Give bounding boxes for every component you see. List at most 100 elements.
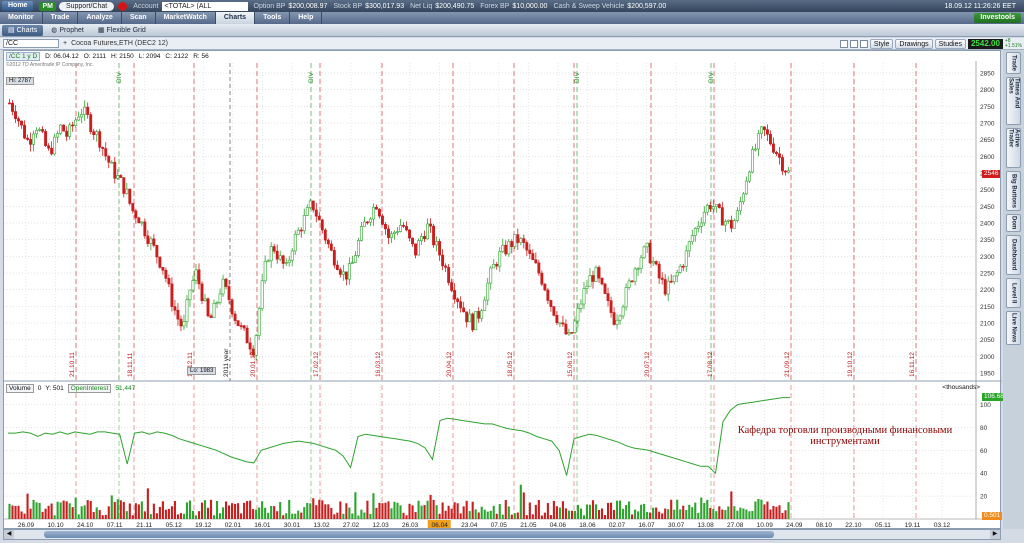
volume-bar	[333, 514, 336, 519]
record-icon[interactable]	[118, 1, 128, 11]
volume-badge: 0.501	[982, 511, 1003, 520]
crosshair-icon[interactable]	[849, 39, 858, 48]
candle-body	[507, 241, 511, 255]
time-tick-label: 18.06	[579, 522, 596, 529]
candle-body	[504, 244, 508, 255]
candle-body	[402, 225, 405, 227]
rail-tab-trade[interactable]: Trade	[1006, 52, 1021, 74]
chart-panel[interactable]: 2850280027502700265026002550250024502400…	[3, 50, 1010, 530]
expiry-label: 19.12.11	[187, 352, 194, 377]
chart-scrollbar[interactable]: ◀ ▶	[3, 529, 1001, 540]
volume-bar	[549, 515, 552, 519]
volume-bar	[375, 507, 378, 519]
tab-tools[interactable]: Tools	[255, 12, 291, 24]
pm-button[interactable]: PM	[39, 1, 56, 11]
volume-bar	[357, 515, 360, 519]
scrollbar-thumb[interactable]	[44, 531, 774, 538]
candle-body	[26, 137, 29, 140]
volume-bar	[122, 501, 125, 519]
period-label[interactable]: /CC 1 y D	[6, 52, 41, 61]
subtab-prophet[interactable]: ◍ Prophet	[45, 25, 90, 36]
instrument-description: Cocoa Futures,ETH (DEC2 12)	[71, 40, 168, 47]
tab-scan[interactable]: Scan	[122, 12, 156, 24]
volume-bar	[297, 510, 300, 519]
subtab-charts[interactable]: ▤ Charts	[2, 24, 44, 36]
volume-bar	[300, 512, 303, 519]
tab-help[interactable]: Help	[290, 12, 323, 24]
candle-body	[122, 177, 126, 194]
volume-bar	[405, 515, 408, 519]
volume-bar	[212, 515, 216, 519]
expiry-label: 19.10.12	[847, 351, 854, 377]
rail-tab-dashboard[interactable]: Dashboard	[1006, 235, 1021, 275]
volume-bar	[459, 513, 462, 519]
scroll-right-icon[interactable]: ▶	[990, 530, 1000, 539]
volume-bar	[228, 505, 231, 519]
volume-bar	[426, 500, 429, 519]
candle-body	[585, 285, 589, 289]
volume-bar	[363, 512, 366, 519]
volume-bar	[724, 510, 727, 519]
rail-tab-dom[interactable]: Dom	[1006, 214, 1021, 232]
tab-charts[interactable]: Charts	[215, 12, 256, 24]
rail-tab-times-and-sales[interactable]: Times And Sales	[1006, 77, 1021, 125]
volume-tick-label: 20	[980, 494, 988, 501]
price-tick-label: 2300	[980, 254, 995, 261]
investools-button[interactable]: Investools	[974, 13, 1021, 23]
volume-bar	[495, 513, 498, 519]
time-tick-label: 30.07	[668, 522, 685, 529]
volume-bar	[619, 500, 622, 519]
open-interest-label[interactable]: OpenInterest	[67, 384, 112, 393]
scroll-left-icon[interactable]: ◀	[4, 530, 14, 539]
price-tick-label: 2700	[980, 121, 995, 128]
volume-value: 0	[37, 385, 42, 392]
candle-body	[765, 129, 769, 135]
rail-tab-live-news[interactable]: Live News	[1006, 311, 1021, 345]
symbol-input[interactable]: /CC	[3, 39, 59, 48]
volume-bar	[351, 513, 354, 519]
candle-body	[399, 225, 402, 232]
volume-label[interactable]: Volume	[6, 384, 34, 393]
expiry-label: 16.03.12	[375, 351, 382, 377]
tab-marketwatch[interactable]: MarketWatch	[156, 12, 216, 24]
tab-analyze[interactable]: Analyze	[78, 12, 122, 24]
volume-bar	[597, 509, 601, 519]
candle-body	[537, 262, 541, 274]
volume-bar	[414, 512, 417, 519]
tab-monitor[interactable]: Monitor	[0, 12, 43, 24]
rail-tab-big-buttons[interactable]: Big Buttons	[1006, 171, 1021, 211]
studies-button[interactable]: Studies	[934, 38, 966, 49]
price-chart[interactable]: 2850280027502700265026002550250024502400…	[4, 51, 1002, 530]
layout-icon[interactable]	[839, 39, 848, 48]
candle-body	[690, 235, 694, 243]
rail-tab-level-ii[interactable]: Level II	[1006, 278, 1021, 308]
home-button[interactable]: Home	[2, 1, 34, 11]
candle-body	[188, 289, 192, 301]
candle-body	[53, 136, 57, 155]
style-button[interactable]: Style	[869, 38, 894, 49]
candle-body	[131, 203, 135, 212]
plus-icon[interactable]: +	[63, 40, 68, 47]
price-tick-label: 2750	[980, 104, 995, 111]
subtab-flexible-grid[interactable]: ▦ Flexible Grid	[92, 25, 152, 36]
volume-bar	[594, 504, 598, 519]
candle-body	[609, 300, 613, 313]
account-select[interactable]: <TOTAL> (ALL ACCOUNTS)	[161, 1, 248, 19]
candle-body	[708, 204, 712, 210]
subtab-flexible-grid-label: Flexible Grid	[106, 26, 146, 34]
volume-bar	[441, 502, 444, 519]
link-icon[interactable]	[859, 39, 868, 48]
candle-body	[29, 139, 33, 145]
candle-body	[143, 221, 147, 237]
volume-bar	[396, 502, 399, 519]
volume-tick-label: 60	[980, 448, 988, 455]
price-tick-label: 2250	[980, 271, 995, 278]
tab-trade[interactable]: Trade	[43, 12, 79, 24]
support-chat-button[interactable]: Support/Chat	[58, 1, 115, 11]
rail-tab-active-trader[interactable]: Active Trader	[1006, 128, 1021, 168]
candle-body	[645, 242, 649, 248]
drawings-button[interactable]: Drawings	[895, 38, 933, 49]
candle-body	[516, 234, 520, 243]
candle-body	[612, 312, 616, 325]
volume-bar	[282, 515, 285, 519]
